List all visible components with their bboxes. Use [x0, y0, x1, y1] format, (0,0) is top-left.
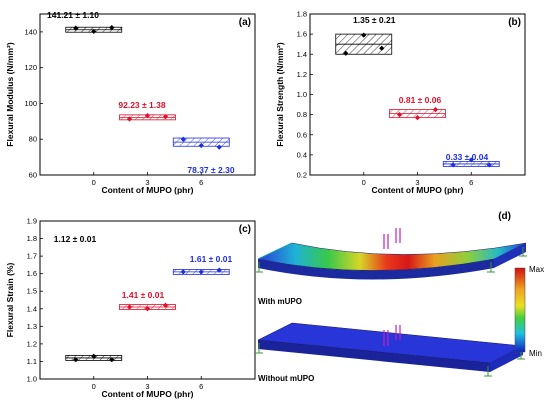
value-label: 92.23 ± 1.38	[118, 100, 165, 110]
data-point	[91, 353, 97, 359]
data-point	[73, 357, 79, 363]
beam-without-mupo	[257, 322, 524, 372]
value-label: 78.37 ± 2.30	[187, 165, 234, 175]
data-point	[198, 269, 204, 275]
y-tick-label: 0.2	[297, 171, 307, 180]
panel-b: 0.2 0.4 0.6 0.8 1.0 1.2 1.4 1.6 1.8 0 3 6 Content of…	[275, 10, 526, 195]
data-point	[216, 144, 222, 150]
y-tick-label: 60	[29, 171, 37, 180]
y-tick-label: 1.7	[27, 252, 37, 261]
x-tick-label: 6	[199, 382, 203, 391]
y-tick-label: 1.2	[27, 339, 37, 348]
data-point	[91, 28, 97, 34]
data-point	[126, 304, 133, 310]
legend-min-label: Min	[529, 349, 542, 358]
y-tick-label: 1.6	[297, 30, 307, 39]
data-point	[109, 357, 115, 363]
data-point	[216, 267, 222, 273]
y-tick-label: 140	[24, 27, 37, 36]
data-point	[379, 45, 385, 51]
data-point	[198, 142, 204, 149]
x-tick-label: 3	[145, 178, 149, 187]
beam-with-mupo	[257, 242, 527, 280]
legend-max-label: Max	[529, 265, 544, 274]
panel-d-label: (d)	[498, 211, 511, 222]
y-axis-title: Flexural Strain (%)	[5, 263, 15, 338]
data-point	[73, 25, 79, 31]
x-axis-title: Content of MUPO (phr)	[101, 185, 193, 195]
y-axis-title: Flexural Modulus (N/mm²)	[5, 42, 15, 147]
y-tick-label: 1.8	[27, 234, 37, 243]
color-legend-bar	[514, 267, 526, 353]
load-arrow-top	[383, 228, 401, 249]
data-point	[180, 269, 186, 275]
panel-label: (a)	[239, 17, 251, 28]
data-point	[414, 115, 421, 121]
x-axis-title: Content of MUPO (phr)	[101, 389, 193, 399]
data-point	[144, 113, 151, 119]
panel-a: 60 80 100 120 140 0 3 6 Content of MUPO (phr) Fle…	[5, 10, 256, 195]
y-tick-label: 1.6	[27, 269, 37, 278]
y-tick-label: 120	[24, 63, 37, 72]
data-point	[361, 32, 367, 38]
y-tick-label: 100	[24, 99, 37, 108]
value-label: 1.35 ± 0.21	[353, 15, 396, 25]
x-tick-label: 6	[199, 178, 203, 187]
data-point	[486, 162, 492, 168]
plot-frame-a	[39, 13, 256, 176]
label-without-mupo: Without mUPO	[258, 374, 314, 383]
support-bottom	[255, 343, 525, 377]
data-point	[162, 302, 169, 308]
data-point	[126, 116, 133, 122]
data-point	[180, 136, 186, 142]
x-tick-label: 3	[415, 178, 419, 187]
y-tick-label: 1.8	[297, 10, 307, 19]
value-label: 0.33 ± 0.04	[446, 152, 489, 162]
value-label: 1.61 ± 0.01	[190, 254, 233, 264]
x-tick-label: 6	[469, 178, 473, 187]
data-point	[432, 106, 439, 113]
y-tick-label: 1.0	[27, 375, 37, 384]
load-arrow-bottom	[383, 325, 401, 346]
data-point	[144, 306, 151, 312]
y-tick-label: 1.1	[27, 357, 37, 366]
data-point	[396, 112, 403, 118]
y-tick-label: 0.8	[297, 110, 307, 119]
value-label: 0.81 ± 0.06	[399, 95, 442, 105]
x-axis-title: Content of MUPO (phr)	[371, 185, 463, 195]
support-top	[255, 247, 527, 273]
data-point	[450, 162, 456, 168]
y-tick-label: 0.6	[297, 130, 307, 139]
label-with-mupo: With mUPO	[258, 297, 302, 306]
y-tick-label: 1.2	[297, 70, 307, 79]
data-point	[468, 157, 474, 163]
x-tick-label: 3	[145, 382, 149, 391]
value-label: 1.41 ± 0.01	[122, 290, 165, 300]
value-label: 1.12 ± 0.01	[54, 234, 97, 244]
panel-c: 1.0 1.1 1.2 1.3 1.4 1.5 1.6 1.7 1.8 1.9 0 3 6 Content…	[5, 217, 256, 399]
x-tick-label: 0	[92, 382, 96, 391]
y-tick-label: 1.0	[297, 90, 307, 99]
y-tick-label: 1.4	[297, 50, 307, 59]
x-tick-label: 0	[362, 178, 366, 187]
data-point	[162, 114, 169, 120]
y-tick-label: 1.3	[27, 322, 37, 331]
x-tick-label: 0	[92, 178, 96, 187]
y-tick-label: 1.9	[27, 217, 37, 226]
data-point	[109, 24, 115, 31]
y-tick-label: 0.4	[297, 150, 307, 159]
panel-label: (c)	[239, 224, 251, 235]
value-label: 141.21 ± 1.10	[47, 10, 99, 20]
data-point	[343, 50, 349, 56]
y-tick-label: 80	[29, 135, 37, 144]
panel-d: (d) With mUPO	[255, 211, 544, 383]
panel-label: (b)	[508, 17, 521, 28]
y-tick-label: 1.4	[27, 304, 37, 313]
y-tick-label: 1.5	[27, 287, 37, 296]
y-axis-title: Flexural Strength (N/mm²)	[275, 42, 285, 147]
